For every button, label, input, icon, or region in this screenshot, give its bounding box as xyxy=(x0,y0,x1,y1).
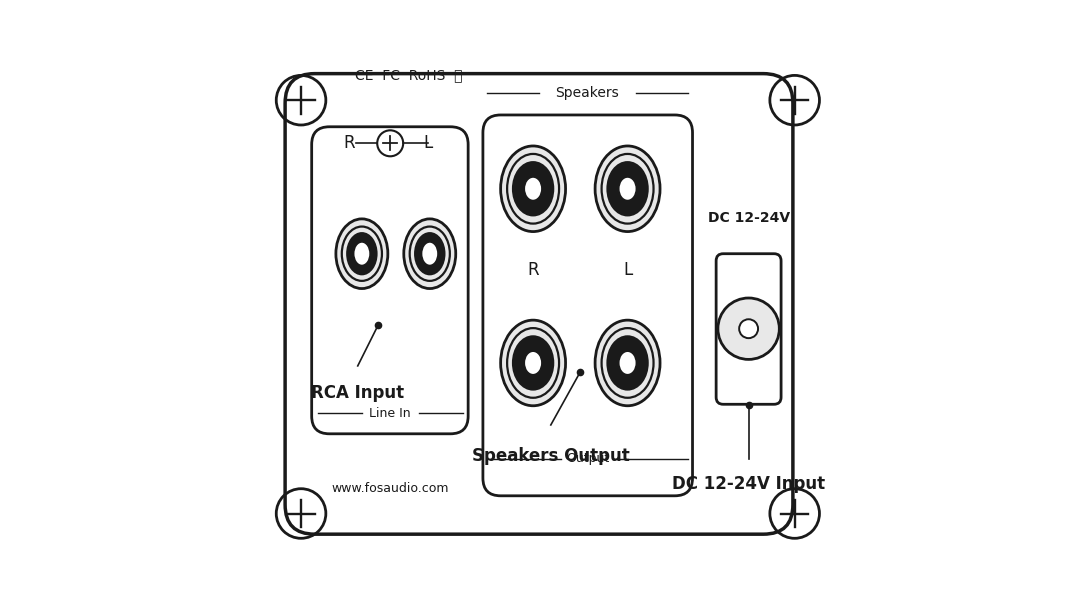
Text: Speakers Output: Speakers Output xyxy=(472,447,630,465)
Circle shape xyxy=(718,298,779,359)
Ellipse shape xyxy=(404,219,456,288)
FancyBboxPatch shape xyxy=(285,74,793,534)
Ellipse shape xyxy=(608,336,648,390)
Text: Speakers: Speakers xyxy=(555,85,619,100)
Text: R: R xyxy=(527,260,539,279)
Ellipse shape xyxy=(595,320,660,406)
Text: DC 12-24V: DC 12-24V xyxy=(707,212,790,225)
Ellipse shape xyxy=(415,233,444,274)
Ellipse shape xyxy=(608,162,648,215)
FancyBboxPatch shape xyxy=(312,127,468,434)
Circle shape xyxy=(740,319,758,338)
Text: RCA Input: RCA Input xyxy=(312,384,404,402)
FancyBboxPatch shape xyxy=(716,254,782,404)
Text: L: L xyxy=(424,134,432,153)
Ellipse shape xyxy=(336,219,388,288)
Ellipse shape xyxy=(421,242,438,266)
Ellipse shape xyxy=(347,233,376,274)
Ellipse shape xyxy=(619,351,636,375)
Ellipse shape xyxy=(524,351,542,375)
Ellipse shape xyxy=(513,336,553,390)
Ellipse shape xyxy=(619,177,636,201)
Text: DC 12-24V Input: DC 12-24V Input xyxy=(672,475,825,493)
Text: CE  FC  RoHS  ⛮: CE FC RoHS ⛮ xyxy=(355,68,462,82)
Ellipse shape xyxy=(524,177,542,201)
Text: Line In: Line In xyxy=(370,406,411,420)
Text: L: L xyxy=(623,260,632,279)
Ellipse shape xyxy=(513,162,553,215)
Text: Output: Output xyxy=(566,452,609,465)
Text: www.fosaudio.com: www.fosaudio.com xyxy=(331,482,448,495)
FancyBboxPatch shape xyxy=(483,115,692,496)
Ellipse shape xyxy=(500,320,566,406)
Ellipse shape xyxy=(500,146,566,232)
Text: R: R xyxy=(343,134,355,153)
Ellipse shape xyxy=(595,146,660,232)
Ellipse shape xyxy=(354,242,370,266)
